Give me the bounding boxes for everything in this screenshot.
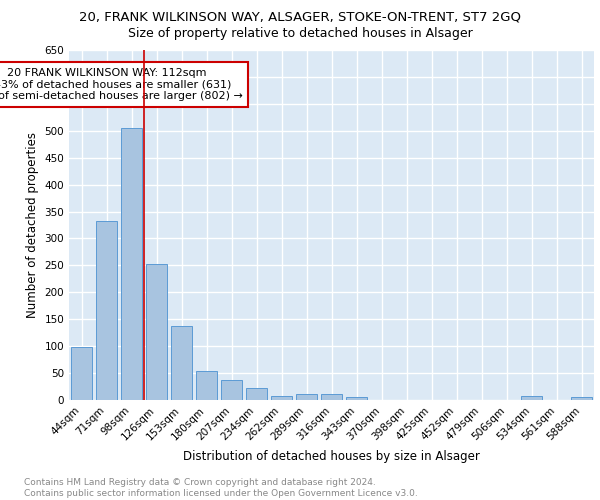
Bar [96,220,117,400]
Bar [196,372,217,400]
X-axis label: Distribution of detached houses by size in Alsager: Distribution of detached houses by size … [183,450,480,463]
Bar [171,326,192,400]
Bar [121,128,142,400]
Text: 20, FRANK WILKINSON WAY, ALSAGER, STOKE-ON-TRENT, ST7 2GQ: 20, FRANK WILKINSON WAY, ALSAGER, STOKE-… [79,11,521,24]
Bar [146,264,167,400]
Bar [571,397,592,400]
Bar [221,380,242,400]
Bar [246,388,267,400]
Bar [296,394,317,400]
Bar [271,396,292,400]
Y-axis label: Number of detached properties: Number of detached properties [26,132,39,318]
Bar [521,396,542,400]
Bar [346,397,367,400]
Bar [71,347,92,400]
Text: Size of property relative to detached houses in Alsager: Size of property relative to detached ho… [128,28,472,40]
Text: Contains HM Land Registry data © Crown copyright and database right 2024.
Contai: Contains HM Land Registry data © Crown c… [24,478,418,498]
Bar [321,394,342,400]
Text: 20 FRANK WILKINSON WAY: 112sqm
← 43% of detached houses are smaller (631)
55% of: 20 FRANK WILKINSON WAY: 112sqm ← 43% of … [0,68,243,101]
